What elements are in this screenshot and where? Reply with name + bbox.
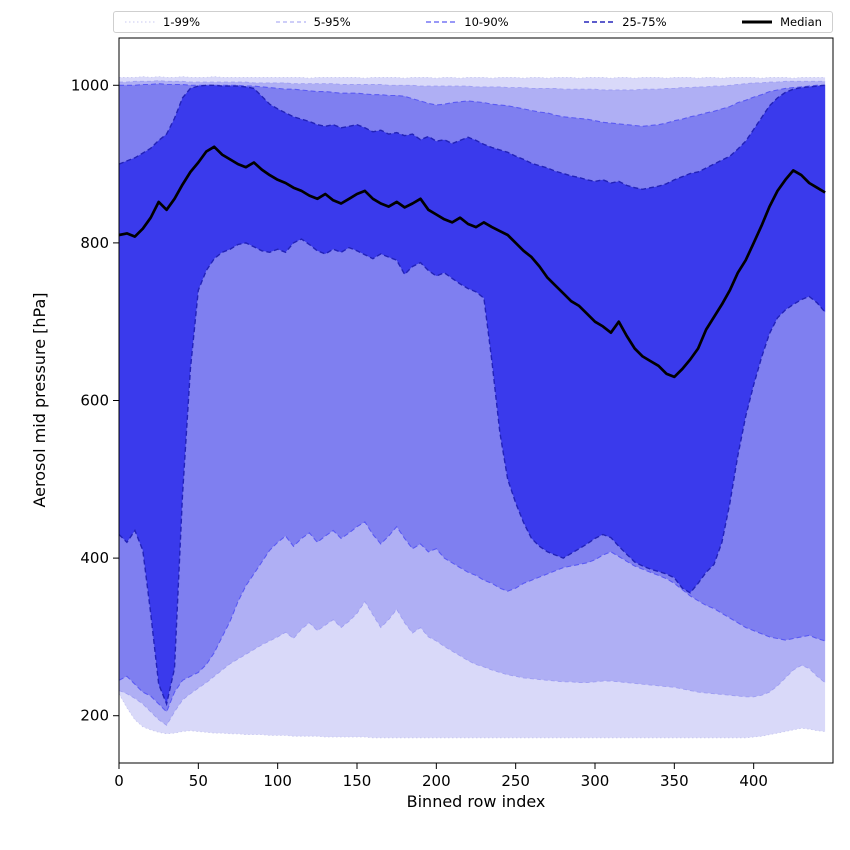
band-25-75%-lower-edge xyxy=(119,238,826,707)
x-tick-label: 150 xyxy=(343,772,372,790)
y-tick-label: 200 xyxy=(80,707,109,725)
legend-item-25-75-[interactable]: 25-75% xyxy=(583,15,667,29)
legend-line-sample-icon xyxy=(275,21,306,23)
band-5-95%-lower-edge xyxy=(119,600,826,726)
x-tick-label: 100 xyxy=(263,772,292,790)
y-tick-label: 800 xyxy=(80,234,109,252)
legend-item-5-95-[interactable]: 5-95% xyxy=(275,15,351,29)
y-tick-label: 600 xyxy=(80,392,109,410)
legend-label: 25-75% xyxy=(622,15,667,29)
legend-label: 10-90% xyxy=(464,15,509,29)
x-tick-label: 400 xyxy=(739,772,768,790)
legend: 1-99% 5-95% 10-90% 25-75% Median xyxy=(113,11,833,33)
x-tick-label: 250 xyxy=(501,772,530,790)
band-25-75% xyxy=(119,85,826,704)
median-line-group xyxy=(119,145,826,379)
legend-item-median[interactable]: Median xyxy=(741,15,822,29)
legend-item-10-90-[interactable]: 10-90% xyxy=(425,15,509,29)
band-5-95%-upper-edge xyxy=(119,80,826,91)
median-line xyxy=(119,145,826,379)
x-tick-label: 50 xyxy=(189,772,208,790)
legend-label: Median xyxy=(780,15,822,29)
band-1-99%-lower-edge xyxy=(119,693,826,739)
band-10-90%-lower-edge xyxy=(119,521,826,713)
x-tick-label: 0 xyxy=(114,772,124,790)
legend-item-1-99-[interactable]: 1-99% xyxy=(124,15,200,29)
x-tick-label: 300 xyxy=(581,772,610,790)
legend-line-sample-icon xyxy=(125,21,155,23)
y-tick-label: 400 xyxy=(80,549,109,567)
y-tick-label: 1000 xyxy=(71,76,109,94)
legend-label: 5-95% xyxy=(313,15,351,29)
band-10-90%-upper-edge xyxy=(119,83,826,127)
legend-line-sample-icon xyxy=(742,20,773,24)
y-axis-label: Aerosol mid pressure [hPa] xyxy=(30,292,49,507)
band-25-75%-upper-edge xyxy=(119,84,826,191)
axes: 0 50 100 150 200 250 300 350 400 200 400 600 800 1000 xyxy=(71,37,834,790)
legend-label: 1-99% xyxy=(163,15,201,29)
percentile-bands xyxy=(119,76,826,738)
percentile-band-edges xyxy=(119,76,826,739)
legend-line-sample-icon xyxy=(584,21,615,23)
x-axis-label: Binned row index xyxy=(407,792,546,811)
x-tick-label: 200 xyxy=(422,772,451,790)
legend-line-sample-icon xyxy=(426,21,457,23)
x-tick-label: 350 xyxy=(660,772,689,790)
